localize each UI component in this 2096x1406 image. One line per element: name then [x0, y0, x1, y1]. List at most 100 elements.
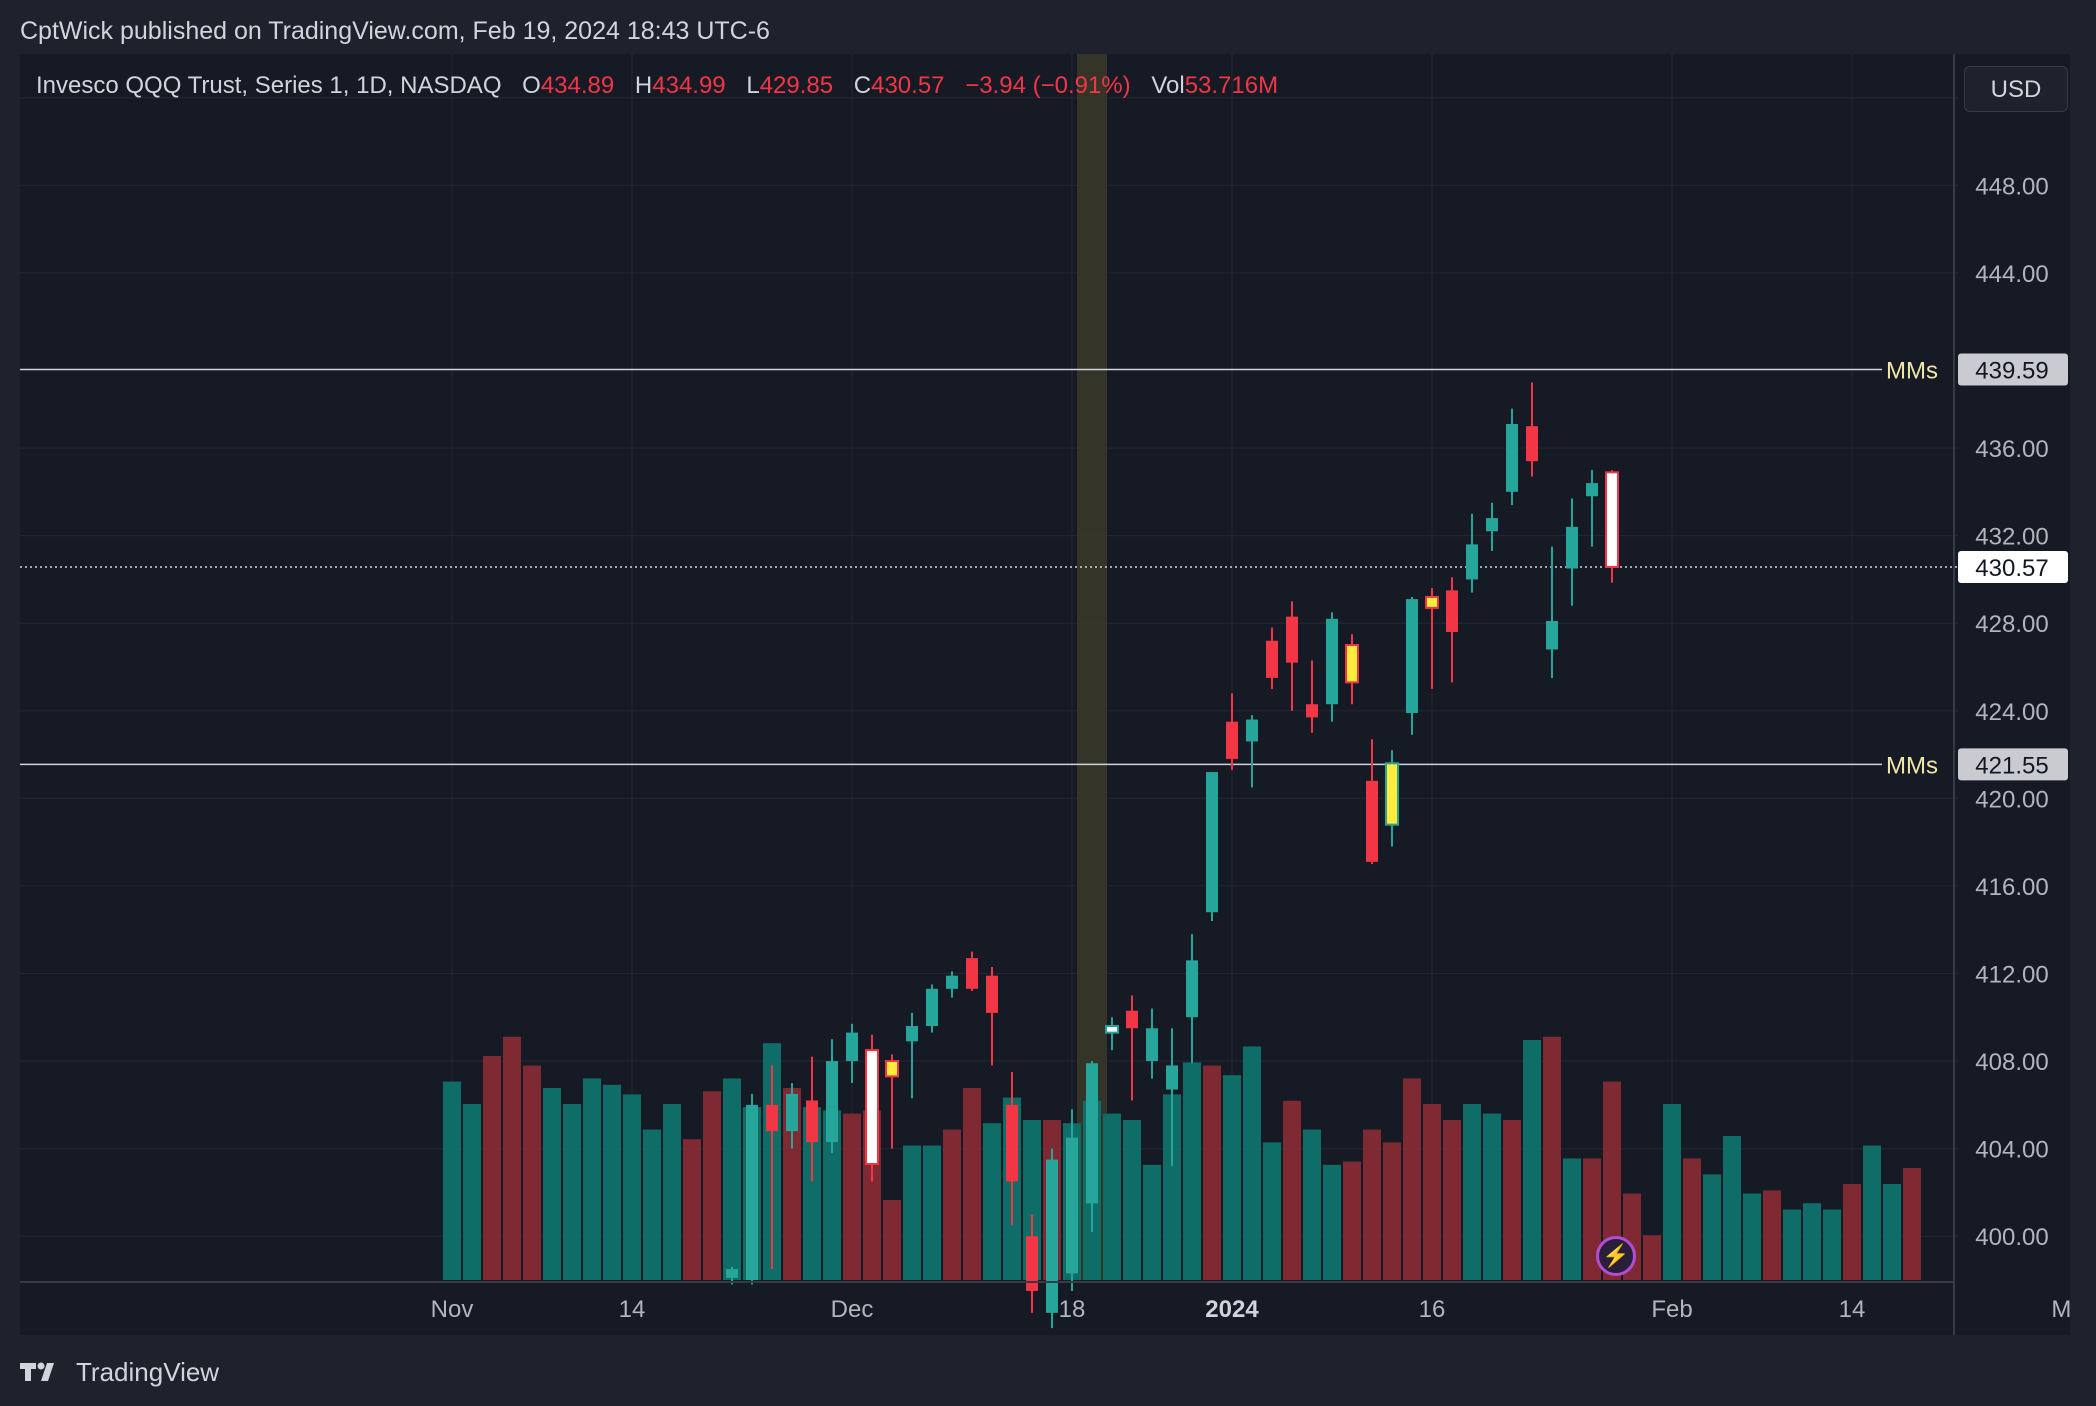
candle-body: [1166, 1065, 1178, 1090]
volume-bar: [1643, 1235, 1661, 1280]
volume-bar: [843, 1113, 861, 1280]
volume-bar: [1383, 1142, 1401, 1280]
price-tick-label: 420.00: [1975, 786, 2048, 813]
price-tick-label: 404.00: [1975, 1137, 2048, 1164]
volume-bar: [823, 1110, 841, 1280]
level-lines: MMs 439.59 MMs 421.55 430.57: [20, 353, 2068, 781]
candle-body: [1446, 590, 1458, 632]
candle-body: [1546, 621, 1558, 650]
volume-bar: [923, 1145, 941, 1280]
candle-body: [1326, 618, 1338, 705]
volume-bar: [943, 1129, 961, 1280]
time-tick-label: 18: [1059, 1296, 1086, 1323]
volume-bar: [1743, 1193, 1761, 1280]
candle-body: [865, 1049, 879, 1165]
volume-bar: [503, 1036, 521, 1280]
candle-body: [1385, 762, 1399, 826]
level-price-tag: [1958, 353, 2068, 386]
volume-bar: [963, 1088, 981, 1280]
candle-body: [946, 975, 958, 989]
candle-body: [1526, 426, 1538, 462]
low-label: L: [746, 72, 760, 99]
price-tick-label: 424.00: [1975, 699, 2048, 726]
volume-bar: [1443, 1120, 1461, 1280]
last-price-label: 430.57: [1975, 555, 2048, 582]
candle-body: [1206, 772, 1218, 913]
volume-bar: [1463, 1104, 1481, 1280]
high-label: H: [634, 72, 653, 99]
candle-body: [1146, 1028, 1158, 1062]
candle-body: [826, 1061, 838, 1143]
volume-bar: [1503, 1120, 1521, 1280]
symbol-name[interactable]: Invesco QQQ Trust, Series 1, 1D, NASDAQ: [36, 72, 502, 99]
footer-brand-text: TradingView: [76, 1356, 220, 1387]
volume-bar: [1363, 1129, 1381, 1280]
candle-body: [806, 1100, 818, 1143]
vol-value: 53.716M: [1184, 72, 1279, 99]
volume-bar: [1103, 1113, 1121, 1280]
volume-bar: [1723, 1136, 1741, 1280]
volume-bar: [1903, 1168, 1921, 1280]
candle-body: [766, 1104, 778, 1132]
time-tick-label: 2024: [1205, 1296, 1259, 1323]
candle-body: [926, 988, 938, 1027]
symbol-legend[interactable]: Invesco QQQ Trust, Series 1, 1D, NASDAQ …: [36, 68, 1278, 104]
volume-bar: [683, 1139, 701, 1280]
time-tick-label: Dec: [831, 1296, 874, 1323]
price-tick-label: 428.00: [1975, 611, 2048, 638]
candle-body: [1286, 616, 1298, 663]
time-tick-label: 16: [1419, 1296, 1446, 1323]
time-tick-label: Feb: [1651, 1296, 1692, 1323]
candle-body: [1246, 719, 1258, 742]
volume-bar: [1603, 1081, 1621, 1280]
volume-bar: [1563, 1158, 1581, 1280]
volume-bar: [1483, 1113, 1501, 1280]
volume-bar: [583, 1078, 601, 1280]
candle-body: [1366, 780, 1378, 862]
open-value: 434.89: [540, 72, 615, 99]
time-tick-label: 14: [619, 1296, 646, 1323]
volume-bar: [483, 1056, 501, 1280]
candle-body: [1086, 1063, 1098, 1204]
volume-bar: [543, 1088, 561, 1280]
level-label: MMs: [1886, 752, 1938, 779]
volume-bar: [623, 1094, 641, 1280]
volume-bar: [663, 1104, 681, 1280]
volume-bar: [1243, 1046, 1261, 1280]
candle-body: [885, 1060, 899, 1078]
lightning-icon[interactable]: ⚡: [1596, 1236, 1636, 1276]
price-tick-label: 412.00: [1975, 962, 2048, 989]
volume-bar: [1763, 1190, 1781, 1280]
footer-brand[interactable]: TradingView: [20, 1352, 219, 1392]
publish-info: CptWick published on TradingView.com, Fe…: [20, 17, 770, 45]
volume-bar: [463, 1104, 481, 1280]
volume-bar: [443, 1081, 461, 1280]
currency-button[interactable]: USD: [1964, 66, 2068, 112]
candle-body: [1105, 1025, 1119, 1034]
candles: [726, 382, 1619, 1329]
candle-body: [786, 1093, 798, 1132]
open-label: O: [522, 72, 541, 99]
candle-body: [1126, 1010, 1138, 1029]
volume-bar: [1343, 1161, 1361, 1280]
candle-body: [1066, 1137, 1078, 1274]
high-value: 434.99: [652, 72, 726, 99]
volume-bar: [903, 1145, 921, 1280]
volume-bar: [1223, 1075, 1241, 1280]
time-tick-label: Mar: [2051, 1296, 2070, 1323]
volume-bar: [1403, 1078, 1421, 1280]
volume-bar: [1823, 1209, 1841, 1280]
candle-body: [1406, 599, 1418, 713]
volume-bar: [603, 1084, 621, 1280]
volume-bar: [1803, 1203, 1821, 1280]
candle-body: [1006, 1104, 1018, 1182]
volume-bar: [1543, 1036, 1561, 1280]
axes: 452.00448.00444.00436.00432.00428.00424.…: [20, 54, 2070, 1335]
candle-body: [1486, 518, 1498, 532]
time-tick-label: 14: [1839, 1296, 1866, 1323]
candle-body: [1266, 640, 1278, 678]
volume-bar: [703, 1091, 721, 1280]
vol-label: Vol: [1151, 72, 1185, 99]
candlestick-chart[interactable]: MMs 439.59 MMs 421.55 430.57 452.00448.00444…: [20, 54, 2070, 1335]
